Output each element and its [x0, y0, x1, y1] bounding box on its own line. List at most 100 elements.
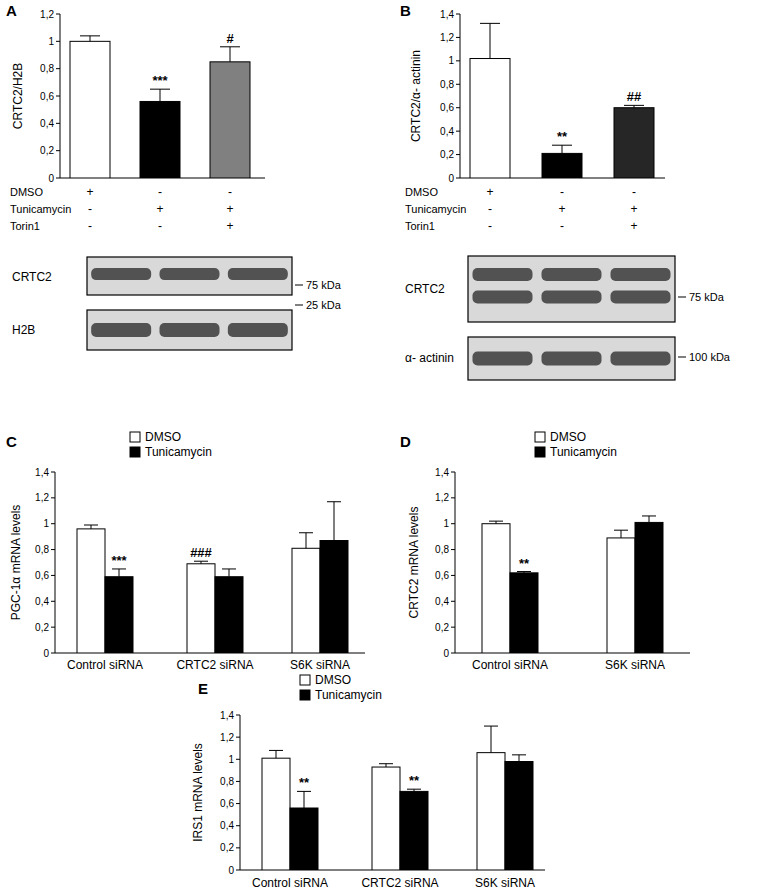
treatment-sign: -	[88, 202, 92, 216]
y-tick-label: 1,4	[440, 9, 454, 20]
y-tick	[236, 825, 240, 826]
y-axis	[55, 472, 56, 653]
error-cap	[517, 571, 531, 572]
panel: E00,20,40,60,811,21,4IRS1 mRNA levels***…	[191, 673, 545, 890]
y-tick	[51, 601, 55, 602]
y-tick	[51, 472, 55, 473]
y-tick-label: 0,2	[440, 149, 454, 160]
y-tick-label: 0	[43, 648, 49, 659]
y-axis	[240, 715, 241, 870]
category-label: Control siRNA	[252, 876, 328, 890]
error-bar	[519, 755, 520, 762]
treatment-sign: +	[630, 219, 637, 233]
y-axis	[455, 472, 456, 653]
y-tick	[236, 715, 240, 716]
y-tick-label: 1	[228, 754, 234, 765]
panel-letter: C	[6, 433, 17, 450]
blot-frame	[87, 310, 292, 350]
blot-band	[160, 323, 220, 337]
y-tick	[56, 123, 60, 124]
treatment-sign: +	[226, 202, 233, 216]
treatment-sign: +	[156, 202, 163, 216]
y-tick	[451, 472, 455, 473]
legend-label: Tunicamycin	[145, 445, 212, 459]
annotations: **	[519, 556, 530, 571]
bar	[320, 541, 348, 653]
y-tick-label: 0,2	[35, 622, 49, 633]
error-bar	[229, 569, 230, 577]
significance: **	[557, 129, 568, 144]
error-bar	[230, 47, 231, 62]
bar	[77, 529, 105, 653]
bar	[470, 59, 510, 178]
y-axis-label: PGC-1α mRNA levels	[9, 505, 23, 621]
error-cap	[480, 23, 500, 24]
significance: #	[226, 31, 234, 46]
panel-letter: D	[400, 433, 411, 450]
y-tick	[51, 523, 55, 524]
bar	[542, 153, 582, 178]
blot-band	[91, 323, 151, 337]
y-tick-label: 0	[48, 173, 54, 184]
marks	[70, 36, 250, 178]
bar	[262, 758, 290, 870]
error-bar	[91, 525, 92, 529]
y-tick	[451, 575, 455, 576]
category-label: CRTC2 siRNA	[176, 658, 253, 672]
category-label: CRTC2 siRNA	[361, 876, 438, 890]
legend-label: DMSO	[315, 673, 351, 687]
bar	[105, 577, 133, 653]
error-cap	[489, 521, 503, 522]
blot-band	[473, 268, 533, 281]
significance: ***	[111, 553, 127, 568]
y-tick-label: 1	[448, 55, 454, 66]
significance: ***	[152, 73, 168, 88]
size-label: 25 kDa	[306, 299, 342, 311]
error-cap	[297, 791, 311, 792]
category-label: S6K siRNA	[290, 658, 350, 672]
annotations: ****	[299, 773, 420, 790]
y-tick-label: 0,8	[35, 544, 49, 555]
y-tick	[236, 847, 240, 848]
category-label: Control siRNA	[472, 658, 548, 672]
blot-frame	[468, 256, 675, 322]
y-tick	[56, 178, 60, 179]
y-tick	[456, 107, 460, 108]
significance: ###	[190, 545, 212, 560]
error-cap	[80, 35, 100, 36]
treatment-label: Tunicamycin	[10, 203, 71, 215]
legend-swatch	[535, 432, 545, 442]
y-tick	[51, 627, 55, 628]
error-bar	[304, 791, 305, 808]
y-tick	[236, 803, 240, 804]
error-bar	[306, 533, 307, 549]
annotations: ### ***	[111, 545, 212, 568]
treatment-sign: -	[158, 185, 162, 199]
blot-band	[473, 352, 533, 366]
treatment-sign: -	[560, 185, 564, 199]
y-tick-label: 0,6	[220, 798, 234, 809]
bar	[210, 62, 250, 178]
bar	[614, 108, 654, 178]
error-cap	[220, 46, 240, 47]
figure: A00,20,40,60,811,2CRTC2/H2B***#DMSO+--Tu…	[0, 0, 784, 892]
y-tick	[236, 759, 240, 760]
y-tick-label: 0,6	[40, 91, 54, 102]
category-label: Control siRNA	[67, 658, 143, 672]
error-cap	[150, 89, 170, 90]
y-tick	[456, 131, 460, 132]
y-tick	[456, 37, 460, 38]
y-tick	[456, 60, 460, 61]
panel: D00,20,40,60,811,21,4CRTC2 mRNA levels**…	[400, 430, 690, 672]
y-tick	[56, 14, 60, 15]
blot-frame	[87, 257, 292, 295]
blot-label: CRTC2	[405, 282, 445, 296]
y-tick	[456, 84, 460, 85]
blot-band	[611, 268, 671, 281]
error-bar	[276, 750, 277, 758]
blot-band	[91, 268, 151, 280]
treatment-label: DMSO	[405, 186, 438, 198]
error-bar	[649, 516, 650, 522]
blot-band	[160, 268, 220, 280]
treatment-sign: +	[558, 202, 565, 216]
